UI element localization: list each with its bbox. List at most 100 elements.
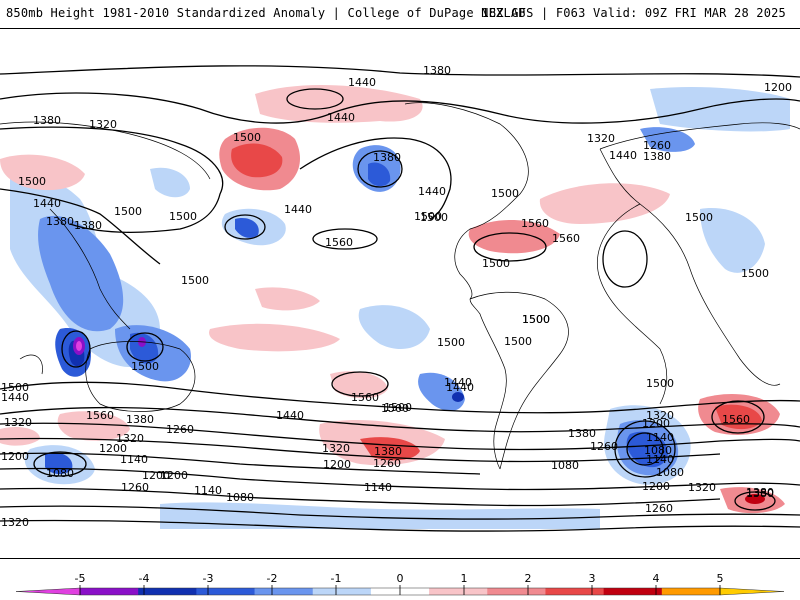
colorbar-segment — [312, 588, 372, 595]
contour-label: 1200 — [160, 469, 188, 482]
model-run-info: 18Z GFS | F063 Valid: 09Z FRI MAR 28 202… — [481, 6, 786, 20]
colorbar-tick-label: 1 — [461, 572, 468, 585]
contour-label: 1320 — [1, 516, 29, 529]
contour-label: 1500 — [646, 377, 674, 390]
contour-label: 1500 — [522, 313, 550, 326]
contour-label: 1500 — [504, 335, 532, 348]
contour-label: 1200 — [642, 480, 670, 493]
contour-label: 1200 — [642, 417, 670, 430]
contour-label: 1080 — [656, 466, 684, 479]
negative-anomaly-shading — [10, 87, 790, 529]
colorbar-segment — [254, 588, 314, 595]
colorbar-segment — [545, 588, 605, 595]
contour-label: 1440 — [284, 203, 312, 216]
colorbar-segment — [487, 588, 546, 595]
colorbar-tick-label: -1 — [331, 572, 342, 585]
contour-label: 1140 — [120, 453, 148, 466]
contour-label: 1500 — [114, 205, 142, 218]
contour-label: 1440 — [348, 76, 376, 89]
height-contours — [0, 65, 800, 532]
contour-label: 1560 — [552, 232, 580, 245]
contour-label: 1140 — [646, 453, 674, 466]
contour-label: 1440 — [327, 111, 355, 124]
colorbar-min-extension — [15, 587, 81, 596]
colorbar-tick-label: -4 — [139, 572, 150, 585]
contour-label: 1200 — [323, 458, 351, 471]
contour-label: 1500 — [420, 211, 448, 224]
colorbar-tick-label: 4 — [653, 572, 660, 585]
contour-label: 1260 — [373, 457, 401, 470]
contour-label: 1500 — [384, 401, 412, 414]
contour-label: 1380 — [746, 487, 774, 500]
contour-label: 1320 — [587, 132, 615, 145]
colorbar-tick-label: -3 — [203, 572, 214, 585]
map-title: 850mb Height 1981-2010 Standardized Anom… — [6, 6, 526, 20]
colorbar-tick-label: 2 — [525, 572, 532, 585]
contour-label: 1500 — [181, 274, 209, 287]
contour-label: 1500 — [482, 257, 510, 270]
contour-label: 1140 — [194, 484, 222, 497]
map-panel: 1380 1440 1200 1380 1320 1440 1500 1380 1320 1260… — [0, 28, 800, 559]
contour-label: 1500 — [414, 210, 442, 223]
contour-label: 1500 — [741, 267, 769, 280]
contour-label: 1500 — [522, 313, 550, 326]
contour-label: 1500 — [1, 381, 29, 394]
contour-label: 1140 — [364, 481, 392, 494]
contour-label: 1320 — [4, 416, 32, 429]
contour-label: 1440 — [446, 381, 474, 394]
contour-label: 1320 — [89, 118, 117, 131]
contour-label: 1500 — [491, 187, 519, 200]
colorbar-segment — [80, 588, 139, 595]
contour-label: 1320 — [688, 481, 716, 494]
contour-label: 1500 — [169, 210, 197, 223]
contour-label: 1380 — [374, 445, 402, 458]
contour-label: 1560 — [86, 409, 114, 422]
contour-label: 1140 — [646, 431, 674, 444]
contour-label: 1560 — [351, 391, 379, 404]
contour-label: 1440 — [444, 376, 472, 389]
contour-label: 1380 — [568, 427, 596, 440]
contour-label: 1200 — [764, 81, 792, 94]
contour-label: 1440 — [609, 149, 637, 162]
contour-label: 1200 — [142, 469, 170, 482]
colorbar-max-extension — [719, 587, 785, 596]
colorbar-segment — [429, 588, 488, 595]
contour-label: 1500 — [381, 402, 409, 415]
contour-label: 1380 — [746, 486, 774, 499]
contour-label: 1260 — [166, 423, 194, 436]
colorbar-tick-label: 0 — [397, 572, 404, 585]
contour-label: 1080 — [644, 444, 672, 457]
contour-label: 1260 — [121, 481, 149, 494]
contour-label: 1380 — [423, 64, 451, 77]
contour-label: 1260 — [590, 440, 618, 453]
contour-label: 1440 — [418, 185, 446, 198]
contour-label: 1440 — [276, 409, 304, 422]
contour-label: 1560 — [521, 217, 549, 230]
contour-label: 1380 — [46, 215, 74, 228]
contour-label: 1560 — [325, 236, 353, 249]
contour-label: 1320 — [646, 409, 674, 422]
contour-label: 1080 — [226, 491, 254, 504]
contour-label: 1200 — [1, 450, 29, 463]
colorbar-segment — [196, 588, 256, 595]
positive-anomaly-shading — [0, 84, 785, 514]
colorbar-segment — [661, 588, 721, 595]
contour-label: 1380 — [74, 219, 102, 232]
contour-label: 1080 — [46, 467, 74, 480]
contour-label: 1080 — [551, 459, 579, 472]
colorbar-tick-label: 5 — [717, 572, 724, 585]
contour-label: 1320 — [322, 442, 350, 455]
contour-label: 1200 — [99, 442, 127, 455]
contour-label: 1500 — [131, 360, 159, 373]
colorbar-ticks: -5 -4 -3 -2 -1 0 1 2 3 4 5 — [75, 572, 724, 595]
colorbar-tick-label: -5 — [75, 572, 86, 585]
contour-label: 1560 — [722, 413, 750, 426]
contour-label: 1380 — [126, 413, 154, 426]
contour-label: 1260 — [643, 139, 671, 152]
contour-label: 1500 — [18, 175, 46, 188]
contour-label: 1440 — [1, 391, 29, 404]
contour-label: 1500 — [437, 336, 465, 349]
contour-label: 1320 — [116, 432, 144, 445]
